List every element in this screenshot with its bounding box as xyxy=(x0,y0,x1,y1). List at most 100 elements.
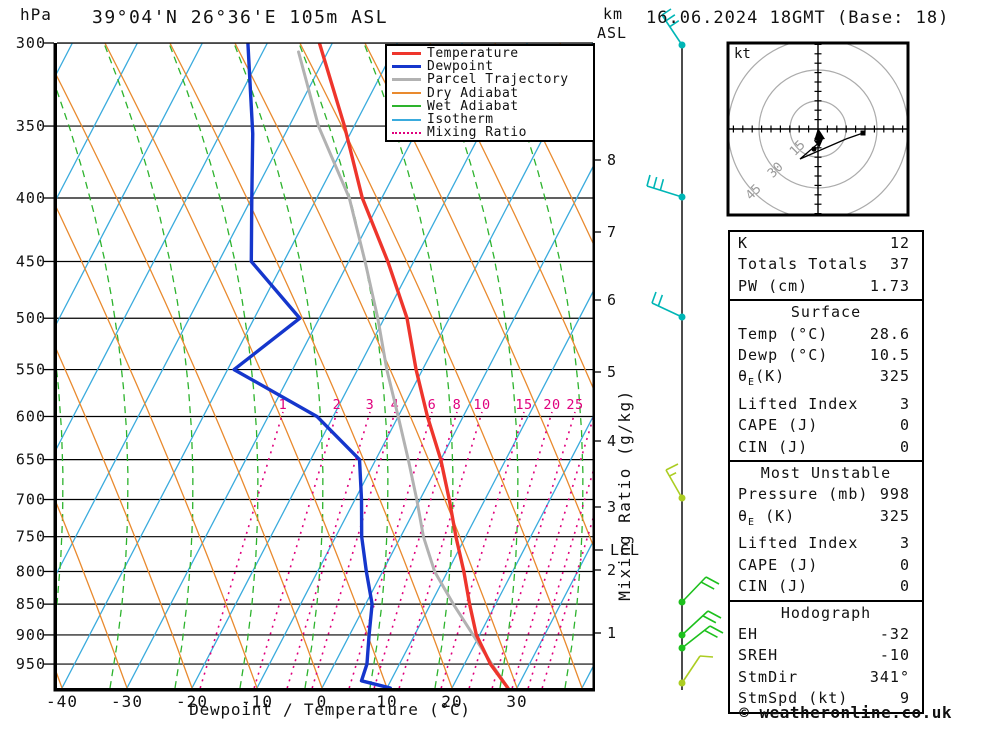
legend-item: Dry Adiabat xyxy=(387,86,593,101)
svg-text:20: 20 xyxy=(543,397,560,413)
svg-text:3: 3 xyxy=(607,498,617,516)
plot-area: 1 2 3 4 6 8 10 15 20 25 xyxy=(57,43,593,688)
svg-text:950: 950 xyxy=(16,655,46,673)
svg-text:-10: -10 xyxy=(241,692,273,711)
stats-value: -32 xyxy=(879,624,910,643)
stats-label: PW (cm) xyxy=(738,276,809,295)
stats-value: 1.73 xyxy=(869,276,910,295)
svg-text:0: 0 xyxy=(317,692,328,711)
stats-row: θE (K) 325 xyxy=(730,506,922,533)
svg-text:7: 7 xyxy=(607,223,617,241)
svg-text:400: 400 xyxy=(16,189,46,207)
wind-barb-column xyxy=(646,8,724,690)
stats-label: θE (K) xyxy=(738,506,796,528)
stats-label: StmDir xyxy=(738,667,799,686)
svg-text:800: 800 xyxy=(16,562,46,580)
wind-barb xyxy=(678,576,720,606)
stats-value: 28.6 xyxy=(869,324,910,343)
svg-text:900: 900 xyxy=(16,626,46,644)
svg-text:8: 8 xyxy=(453,397,462,413)
svg-text:600: 600 xyxy=(16,407,46,425)
stats-row: Lifted Index 3 xyxy=(730,394,922,415)
dewpoint-curve xyxy=(232,43,392,688)
stats-box-header: Most Unstable xyxy=(760,464,892,483)
stats-row: CIN (J) 0 xyxy=(730,576,922,597)
stats-row: K 12 xyxy=(730,233,922,254)
km-axis-unit-asl: ASL xyxy=(597,24,628,42)
stats-value: 325 xyxy=(879,506,910,525)
svg-text:-30: -30 xyxy=(111,692,143,711)
stats-label: SREH xyxy=(738,646,779,665)
svg-text:700: 700 xyxy=(16,491,46,509)
svg-text:10: 10 xyxy=(473,397,490,413)
legend-item-label: Temperature xyxy=(427,46,519,62)
stats-row: PW (cm) 1.73 xyxy=(730,276,922,297)
svg-text:3: 3 xyxy=(366,397,375,413)
legend-item-label: Dewpoint xyxy=(427,59,494,75)
legend-line-sample-icon xyxy=(392,78,421,82)
mixing-ratio-value-labels: 1 2 3 4 6 8 10 15 20 25 xyxy=(279,397,583,413)
stats-value: 12 xyxy=(889,234,910,252)
wind-barb xyxy=(678,610,722,639)
stats-value: 998 xyxy=(879,485,910,504)
parcel-trajectory-curve xyxy=(297,50,510,688)
temp-tick-labels: -40 -30 -20 -10 0 10 20 30 xyxy=(46,692,527,711)
wind-barb xyxy=(678,625,724,652)
legend-item-label: Wet Adiabat xyxy=(427,98,519,114)
wind-barb xyxy=(665,463,686,502)
stats-label: EH xyxy=(738,624,759,643)
legend-line-sample-icon xyxy=(392,52,421,56)
page-title: 39°04'N 26°36'E 105m ASL xyxy=(92,7,389,28)
legend-item: Isotherm xyxy=(387,112,593,127)
stats-label: CAPE (J) xyxy=(738,416,819,435)
svg-text:5: 5 xyxy=(607,363,617,381)
svg-text:20: 20 xyxy=(441,692,462,711)
stats-row: Totals Totals 37 xyxy=(730,254,922,275)
dry-adiabat-lines xyxy=(57,43,593,688)
storm-motion-arrow xyxy=(814,128,825,141)
wind-barb xyxy=(661,8,686,49)
svg-text:350: 350 xyxy=(16,117,46,135)
copyright-link[interactable]: © weatheronline.co.uk xyxy=(739,703,952,722)
datetime-label: 16.06.2024 18GMT (Base: 18) xyxy=(646,8,950,28)
stats-label: Temp (°C) xyxy=(738,324,829,343)
stats-value: 3 xyxy=(899,534,910,553)
isotherm-lines xyxy=(57,43,593,688)
legend-line-sample-icon xyxy=(392,92,421,95)
svg-text:10: 10 xyxy=(376,692,397,711)
stats-box: Hodograph EH -32 SREH -10 StmDir 341° StmSpd (k… xyxy=(728,599,924,714)
stats-label: StmSpd (kt) xyxy=(738,689,849,708)
km-axis-ticks: 8 7 6 5 4 3 2 1 xyxy=(593,151,617,642)
stats-row: Dewp (°C) 10.5 xyxy=(730,345,922,366)
svg-text:300: 300 xyxy=(16,34,46,52)
stats-label: K xyxy=(738,234,749,252)
stats-value: 3 xyxy=(899,394,910,413)
stats-label: Lifted Index xyxy=(738,394,859,413)
svg-text:1: 1 xyxy=(607,624,617,642)
hodograph xyxy=(726,41,910,217)
stats-label: Lifted Index xyxy=(738,534,859,553)
legend-item: Mixing Ratio xyxy=(387,125,593,141)
svg-text:550: 550 xyxy=(16,361,46,379)
stats-value: 37 xyxy=(889,255,910,274)
legend-item-label: Mixing Ratio xyxy=(427,125,527,141)
wind-barb xyxy=(646,174,686,201)
stats-value: 341° xyxy=(869,667,910,686)
stats-box: Most Unstable Pressure (mb) 998 θE (K) 325 Li… xyxy=(728,460,924,602)
hodograph-unit-label: kt xyxy=(734,46,751,62)
stats-box: Surface Temp (°C) 28.6 Dewp (°C) 10.5 θE(K) 32… xyxy=(728,299,924,463)
wind-barb xyxy=(678,655,714,687)
wet-adiabat-lines xyxy=(57,43,593,688)
legend-item: Temperature xyxy=(387,46,593,62)
stats-value: 0 xyxy=(899,577,910,596)
legend-item: Dewpoint xyxy=(387,59,593,75)
stats-label: CIN (J) xyxy=(738,577,809,596)
stats-row: EH -32 xyxy=(730,624,922,645)
stats-box-header: Hodograph xyxy=(780,603,872,622)
svg-text:850: 850 xyxy=(16,595,46,613)
stats-value: 9 xyxy=(899,689,910,708)
stats-box-header: Surface xyxy=(790,303,862,322)
legend-line-sample-icon xyxy=(392,105,421,108)
